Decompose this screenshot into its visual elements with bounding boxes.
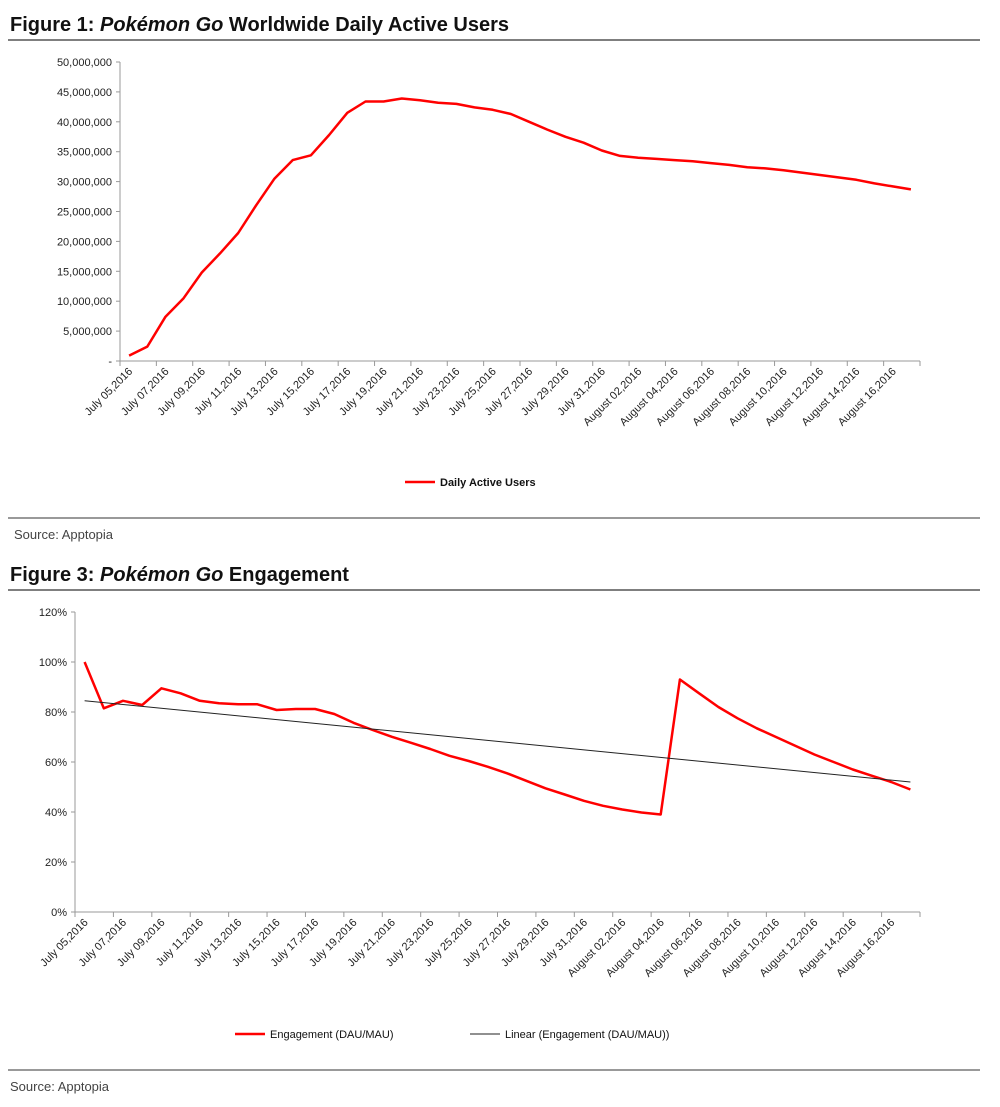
engagement-y-tick-label: 60% (45, 757, 67, 769)
dau-y-tick-label: 30,000,000 (57, 177, 112, 189)
figure3-title-prefix: Figure 3: (10, 564, 100, 586)
engagement-y-tick-label: 100% (39, 657, 67, 669)
figure3-title: Figure 3: Pokémon Go Engagement (10, 564, 349, 586)
dau-y-tick-label: 10,000,000 (57, 296, 112, 308)
engagement-y-tick-label: 80% (45, 707, 67, 719)
engagement-y-tick-label: 120% (39, 607, 67, 619)
figure3-source: Source: Apptopia (10, 1079, 110, 1094)
dau-y-tick-label: 50,000,000 (57, 57, 112, 69)
dau-y-tick-label: 20,000,000 (57, 236, 112, 248)
dau-y-tick-label: 15,000,000 (57, 266, 112, 278)
engagement-series-line (83, 661, 911, 816)
engagement-legend-label: Engagement (DAU/MAU) (270, 1029, 394, 1041)
dau-y-tick-label: 35,000,000 (57, 147, 112, 159)
figure1-title-prefix: Figure 1: (10, 14, 100, 36)
figure3-title-suffix: Engagement (223, 564, 349, 586)
engagement-y-tick-label: 40% (45, 807, 67, 819)
engagement-trendline (84, 700, 911, 783)
figure1-title: Figure 1: Pokémon Go Worldwide Daily Act… (10, 14, 509, 36)
figure1-source: Source: Apptopia (14, 527, 114, 542)
dau-y-tick-label: 5,000,000 (63, 326, 112, 338)
figure1-title-italic: Pokémon Go (100, 14, 223, 36)
dau-legend-label: Daily Active Users (440, 477, 536, 489)
figure1-title-suffix: Worldwide Daily Active Users (223, 14, 509, 36)
engagement-y-tick-label: 0% (51, 907, 67, 919)
dau-y-tick-label: 45,000,000 (57, 87, 112, 99)
figure3-title-italic: Pokémon Go (100, 564, 223, 586)
engagement-legend-label: Linear (Engagement (DAU/MAU)) (505, 1029, 669, 1041)
dau-chart: - 5,000,000 10,000,000 15,000,000 20,000,000… (57, 57, 921, 489)
dau-series-line (128, 97, 912, 357)
dau-y-tick-label: - (108, 356, 112, 368)
dau-y-tick-label: 25,000,000 (57, 207, 112, 219)
engagement-y-tick-label: 20% (45, 857, 67, 869)
dau-y-tick-label: 40,000,000 (57, 117, 112, 129)
